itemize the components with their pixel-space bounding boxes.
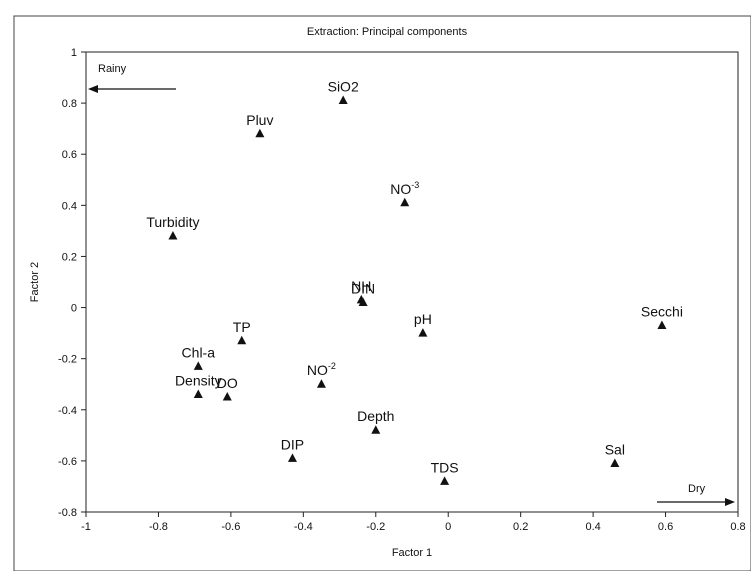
rainy-label: Rainy [98,63,127,75]
data-point: NO-2 [307,361,336,388]
triangle-marker [193,389,203,398]
plot-area [85,51,739,513]
x-axis-title: Factor 1 [392,547,432,559]
y-axis: -0.8 -0.6 -0.4 -0.2 0 0.2 0.4 0.6 0.8 1 [58,47,86,519]
data-point: pH [414,311,432,337]
point-label: TP [233,319,251,335]
triangle-marker [287,453,297,462]
data-point: Chl-a [182,344,216,370]
data-point: NO-3 [390,180,419,207]
point-label: NH [351,278,371,294]
point-label: NO-3 [390,180,419,197]
point-label: SiO2 [328,79,359,95]
data-point: TP [233,319,251,345]
x-axis: -1 -0.8 -0.6 -0.4 -0.2 0 0.2 0.4 0.6 0.8 [81,512,746,533]
point-label: Density [175,372,222,388]
y-tick-label: -0.6 [58,456,77,468]
dry-annotation: Dry [657,483,735,506]
point-label: TDS [431,459,459,475]
y-tick-label: -0.8 [58,507,77,519]
triangle-marker [237,335,247,345]
triangle-marker [657,320,667,329]
x-tick-label: -0.4 [294,521,313,533]
x-tick-label: 0 [445,521,451,533]
point-label: Chl-a [182,344,216,360]
x-tick-label: -0.6 [221,521,240,533]
x-tick-label: -0.2 [366,521,385,533]
x-tick-label: 0.2 [513,521,528,533]
dry-label: Dry [688,483,706,495]
triangle-marker [222,392,232,401]
point-label: Depth [357,408,394,424]
triangle-marker [440,476,450,485]
point-label: pH [414,311,432,327]
y-tick-label: -0.2 [58,354,77,366]
data-point: Pluv [246,112,273,138]
y-tick-label: 0.2 [62,251,77,263]
point-label: NO-2 [307,361,336,378]
x-tick-label: -1 [81,521,91,533]
triangle-marker [168,231,178,240]
triangle-marker [255,128,265,138]
y-tick-label: 0 [71,303,77,315]
x-tick-label: 0.6 [658,521,673,533]
chart-title: Extraction: Principal components [307,26,468,38]
x-tick-label: 0.4 [585,521,600,533]
triangle-marker [610,458,620,467]
point-label: DIN [351,280,375,296]
chart-frame [13,15,751,571]
y-tick-label: -0.4 [58,405,77,417]
point-label: Turbidity [146,214,199,230]
rainy-annotation: Rainy [88,63,176,93]
data-point: Turbidity [146,214,200,240]
triangle-marker [358,297,368,306]
y-tick-label: 0.8 [62,98,77,110]
data-point: TDS [431,459,459,485]
data-point: DIP [281,436,304,462]
y-tick-label: 0.6 [62,149,77,161]
triangle-marker [316,379,326,388]
triangle-marker [193,361,203,370]
data-point: DO [217,375,238,401]
data-point: SiO2 [328,79,359,105]
data-point: Sal [605,441,625,467]
x-tick-label: -0.8 [149,521,168,533]
data-point: DIN [351,280,375,306]
data-point: Depth [357,408,394,434]
point-label: DIP [281,436,304,452]
triangle-marker [418,328,428,337]
data-point: Density [175,372,222,398]
x-tick-label: 0.8 [730,521,745,533]
y-axis-title: Factor 2 [29,262,41,302]
point-label: DO [217,375,238,391]
rainy-arrow-head [88,85,98,93]
triangle-marker [400,197,410,207]
point-label: Sal [605,441,625,457]
dry-arrow-head [725,498,735,506]
point-label: Pluv [246,112,273,128]
y-tick-label: 0.4 [62,200,77,212]
point-label: Secchi [641,303,683,319]
triangle-marker [338,95,348,105]
triangle-marker [371,425,381,434]
y-tick-label: 1 [71,47,77,59]
data-point: Secchi [641,303,683,329]
